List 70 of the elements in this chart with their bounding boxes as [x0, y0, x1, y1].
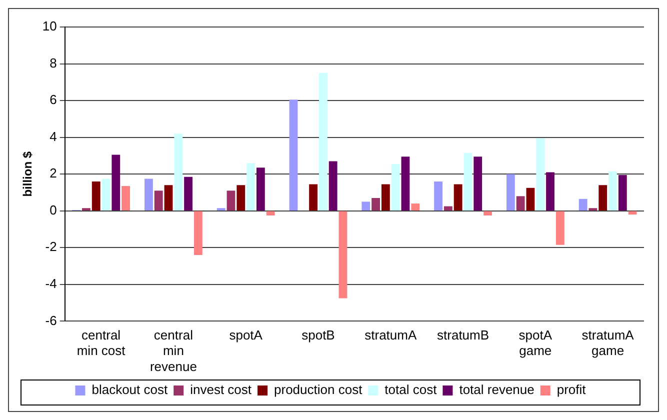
bar	[618, 175, 627, 211]
bar	[391, 164, 400, 211]
legend-label: total revenue	[459, 382, 534, 398]
bar	[309, 184, 318, 211]
y-tick-label: 2	[50, 166, 57, 181]
bar	[362, 202, 370, 211]
bar	[556, 211, 564, 245]
bar	[434, 181, 442, 211]
bar	[164, 185, 173, 211]
y-tick-label: 10	[42, 18, 57, 34]
x-tick-label: spotA	[229, 328, 263, 343]
legend-label: production cost	[274, 382, 363, 398]
bar	[194, 211, 202, 256]
bar	[464, 152, 472, 211]
bar	[184, 176, 192, 211]
bar	[474, 156, 482, 211]
bar	[598, 185, 608, 211]
x-tick-label: spotA game	[518, 328, 552, 358]
y-tick-label: -4	[45, 276, 57, 292]
bar	[82, 208, 90, 211]
bar	[318, 72, 328, 211]
bar	[506, 174, 515, 211]
x-tick-label: stratumA game	[582, 328, 634, 358]
x-tick-label: stratumA	[364, 328, 417, 343]
y-tick-label: 0	[50, 202, 57, 218]
x-tick-label: spotB	[302, 328, 335, 343]
bar	[381, 184, 390, 211]
bar	[154, 190, 163, 211]
bar	[338, 211, 348, 298]
bar	[516, 196, 525, 211]
x-tick-label: central min revenue	[150, 328, 197, 374]
bar	[256, 168, 265, 211]
x-tick-label: stratumB	[437, 328, 490, 343]
bar	[289, 100, 298, 211]
bar	[484, 211, 492, 216]
bar	[266, 211, 275, 216]
bar	[401, 156, 410, 211]
bar	[236, 185, 246, 211]
bar	[578, 198, 588, 211]
bar	[588, 208, 598, 211]
bar	[328, 161, 338, 211]
bar	[112, 154, 120, 211]
bar	[92, 181, 100, 211]
bar	[174, 134, 183, 211]
legend-label: invest cost	[190, 382, 252, 398]
y-tick-label: -2	[45, 239, 57, 254]
y-tick-label: 6	[50, 92, 57, 108]
bar	[628, 211, 637, 215]
y-tick-label: 8	[50, 55, 57, 70]
legend-label: total cost	[384, 382, 438, 398]
y-tick-label: -6	[45, 312, 57, 328]
legend-label: blackout cost	[92, 382, 168, 398]
bar	[411, 204, 420, 211]
bar	[546, 172, 554, 211]
bar	[372, 198, 380, 211]
bar	[246, 163, 255, 211]
y-tick-label: 4	[50, 128, 57, 144]
bar	[216, 208, 226, 211]
bar	[444, 206, 452, 211]
bar	[608, 171, 617, 211]
legend-label: profit	[556, 382, 586, 398]
bar	[102, 178, 110, 211]
bar	[454, 184, 462, 211]
bar	[536, 138, 545, 211]
bar	[144, 178, 153, 211]
bar	[526, 188, 535, 211]
y-axis-title: billion $	[20, 151, 35, 197]
bar	[122, 186, 130, 211]
x-tick-label: central min cost	[76, 328, 126, 358]
bar	[226, 190, 236, 211]
